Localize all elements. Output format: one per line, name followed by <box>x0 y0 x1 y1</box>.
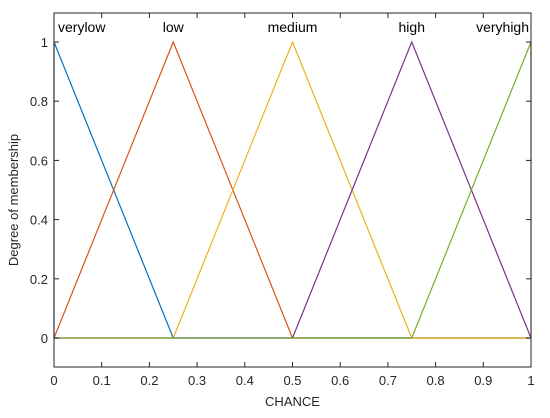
y-tick-label: 1 <box>41 35 48 50</box>
series-line-veryhigh <box>54 41 532 339</box>
mf-label-verylow: verylow <box>58 19 106 35</box>
x-tick-label: 0.3 <box>188 373 206 388</box>
y-tick-label: 0.2 <box>30 272 48 287</box>
x-axis-label: CHANCE <box>265 394 320 409</box>
mf-label-low: low <box>163 19 185 35</box>
x-tick-label: 0.2 <box>140 373 158 388</box>
x-tick-label: 0.5 <box>283 373 301 388</box>
series-line-medium <box>54 40 531 339</box>
y-axis-label: Degree of membership <box>6 134 21 266</box>
y-tick-label: 0.8 <box>30 94 48 109</box>
x-tick-label: 0.7 <box>379 373 397 388</box>
x-tick-label: 0.9 <box>474 373 492 388</box>
x-tick-label: 1 <box>527 373 534 388</box>
mf-label-high: high <box>399 19 425 35</box>
x-axis-ticks: 0 0.1 0.2 0.3 0.4 0.5 0.6 0.7 0.8 0.9 1 <box>50 13 535 388</box>
series-line-high <box>54 40 532 339</box>
plot-frame <box>53 12 532 368</box>
y-axis-ticks: 0 0.2 0.4 0.6 0.8 1 <box>30 35 531 346</box>
series-layer <box>53 40 532 339</box>
membership-labels: verylow low medium high veryhigh <box>58 19 529 35</box>
x-tick-label: 0.4 <box>236 373 254 388</box>
y-tick-label: 0.6 <box>30 153 48 168</box>
y-tick-label: 0.4 <box>30 213 48 228</box>
x-tick-label: 0 <box>50 373 57 388</box>
x-tick-label: 0.8 <box>427 373 445 388</box>
series-line-low <box>53 40 531 339</box>
mf-label-veryhigh: veryhigh <box>476 19 529 35</box>
mf-label-medium: medium <box>268 19 318 35</box>
series-line-verylow <box>53 41 531 339</box>
x-tick-label: 0.1 <box>93 373 111 388</box>
y-tick-label: 0 <box>41 331 48 346</box>
x-tick-label: 0.6 <box>331 373 349 388</box>
